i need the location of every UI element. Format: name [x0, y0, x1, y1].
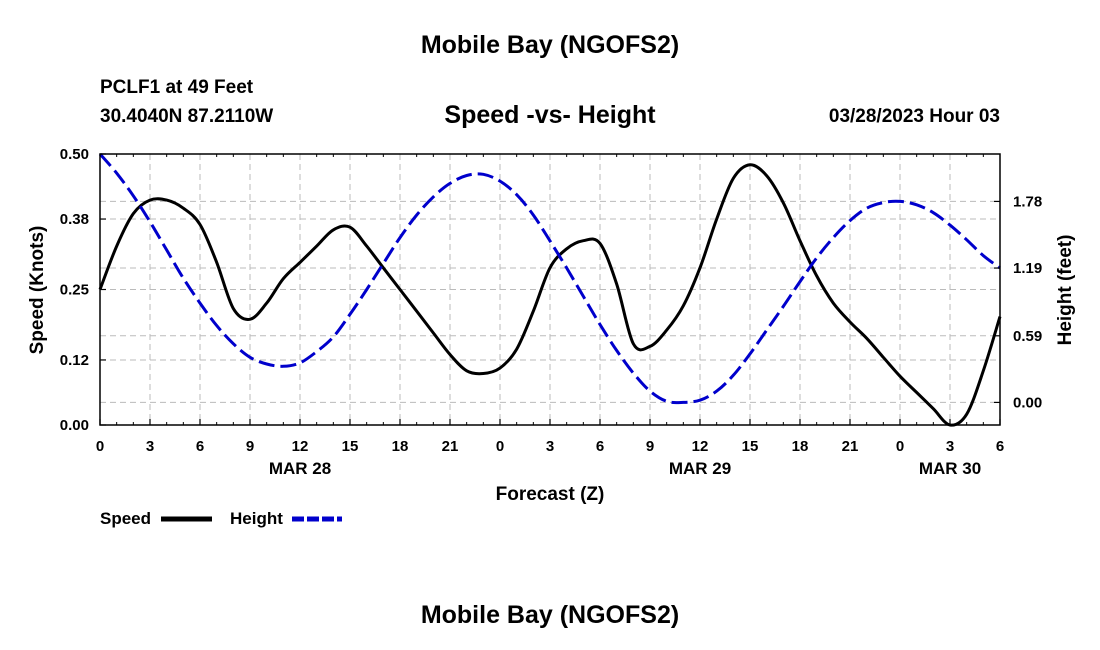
x-axis-label: Forecast (Z) [496, 484, 605, 505]
date-label: MAR 30 [919, 459, 981, 478]
station-coordinates: 30.4040N 87.2110W [100, 106, 274, 127]
x-tick-label: 0 [496, 438, 504, 455]
y2-tick-label: 1.19 [1013, 260, 1042, 277]
x-tick-label: 0 [896, 438, 904, 455]
date-label: MAR 29 [669, 459, 731, 478]
forecast-datetime: 03/28/2023 Hour 03 [828, 106, 1000, 127]
y-axis-label: Speed (Knots) [27, 226, 48, 355]
y2-axis-label: Height (feet) [1055, 235, 1076, 346]
y-tick-label: 0.50 [60, 146, 89, 163]
y-tick-label: 0.00 [60, 417, 89, 434]
y2-tick-label: 1.78 [1013, 193, 1042, 210]
x-tick-label: 15 [742, 438, 759, 455]
x-tick-label: 6 [996, 438, 1004, 455]
x-tick-label: 18 [392, 438, 409, 455]
y-tick-label: 0.12 [60, 352, 89, 369]
series-line-speed [98, 163, 1002, 427]
x-tick-label: 3 [546, 438, 554, 455]
legend-height-label: Height [230, 509, 283, 528]
y2-tick-label: 0.59 [1013, 328, 1042, 345]
legend-speed-label: Speed [100, 509, 152, 528]
grid-lines [100, 153, 1000, 425]
station-label: PCLF1 at 49 Feet [100, 77, 254, 98]
x-tick-label: 15 [342, 438, 359, 455]
x-tick-label: 21 [842, 438, 859, 455]
footer-title: Mobile Bay (NGOFS2) [420, 601, 680, 629]
x-tick-label: 12 [292, 438, 309, 455]
y-tick-label: 0.38 [60, 211, 89, 228]
x-tick-label: 6 [196, 438, 204, 455]
x-tick-label: 18 [792, 438, 809, 455]
x-tick-label: 9 [246, 438, 254, 455]
series-lines [98, 153, 1002, 427]
date-label: MAR 28 [269, 459, 331, 478]
x-tick-label: 6 [596, 438, 604, 455]
chart-subtitle: Speed -vs- Height [444, 101, 656, 129]
x-tick-label: 12 [692, 438, 709, 455]
x-tick-label: 3 [146, 438, 154, 455]
chart-title: Mobile Bay (NGOFS2) [420, 31, 680, 59]
x-tick-label: 3 [946, 438, 954, 455]
x-tick-label: 0 [96, 438, 104, 455]
axes: 0 3 6 9 12 15 18 21 0 3 6 9 12 15 18 21 0 3 6 MAR 28 MAR 29 M… [60, 146, 1042, 478]
x-tick-label: 21 [442, 438, 459, 455]
y2-tick-label: 0.00 [1013, 394, 1042, 411]
series-line-height [98, 153, 1001, 405]
y-tick-label: 0.25 [60, 282, 89, 299]
x-tick-label: 9 [646, 438, 654, 455]
